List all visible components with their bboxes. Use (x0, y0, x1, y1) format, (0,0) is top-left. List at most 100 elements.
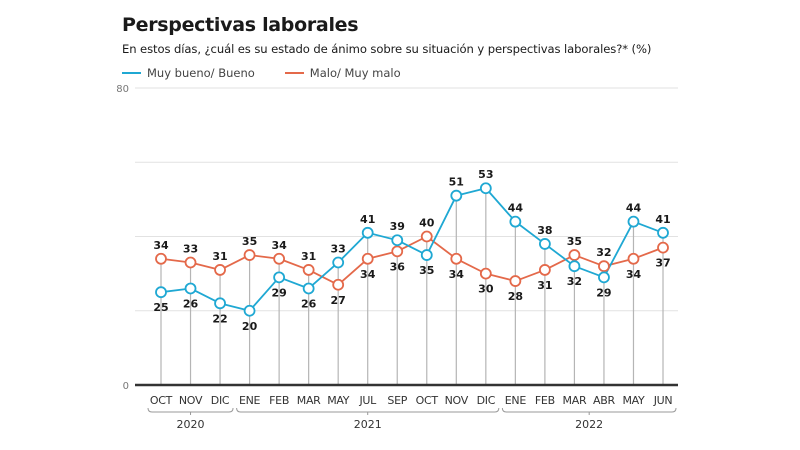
data-point-bad (184, 256, 197, 269)
data-point-bad (243, 249, 256, 261)
data-label-good: 53 (478, 168, 493, 181)
chart-subtitle: En estos días, ¿cuál es su estado de áni… (122, 42, 652, 56)
data-point-bad (598, 260, 610, 273)
legend-label-bad: Malo/ Muy malo (309, 66, 401, 80)
data-point-bad (450, 252, 463, 265)
data-point-bad (302, 264, 315, 276)
data-point-good (155, 286, 167, 299)
data-point-good (568, 260, 581, 273)
legend-swatch-bad (284, 72, 304, 74)
data-point-good (479, 182, 492, 195)
x-tick-label: DIC (211, 394, 230, 407)
data-label-good: 39 (390, 220, 405, 233)
x-tick-label: FEB (535, 394, 555, 407)
data-label-good: 51 (449, 176, 464, 189)
x-tick-label: JUL (358, 394, 377, 407)
year-label: 2021 (354, 418, 382, 431)
year-label: 2022 (575, 418, 603, 431)
x-tick-label: ABR (593, 394, 615, 407)
year-bracket (236, 407, 500, 413)
data-label-bad: 36 (390, 260, 406, 273)
data-point-bad (273, 252, 286, 265)
data-label-bad: 34 (360, 268, 376, 281)
data-point-bad (509, 275, 522, 287)
data-point-bad (538, 264, 551, 276)
data-label-bad: 34 (271, 239, 287, 252)
legend-item-bad: Malo/ Muy malo (284, 66, 401, 80)
data-point-good (627, 215, 640, 228)
x-tick-label: OCT (150, 394, 173, 407)
data-label-bad: 34 (626, 268, 642, 281)
data-label-good: 29 (596, 286, 611, 299)
data-point-good (598, 271, 610, 284)
data-label-bad: 34 (449, 268, 465, 281)
data-point-good (450, 189, 463, 202)
x-tick-label: FEB (269, 394, 289, 407)
data-label-bad: 28 (508, 290, 523, 303)
x-tick-label: MAR (297, 394, 321, 407)
data-point-good (332, 256, 345, 269)
data-label-bad: 32 (596, 246, 611, 259)
x-tick-label: MAY (327, 394, 350, 407)
x-tick-label: NOV (445, 394, 469, 407)
data-label-good: 25 (153, 301, 168, 314)
data-label-good: 26 (183, 297, 199, 310)
data-label-bad: 31 (301, 250, 316, 263)
data-label-bad: 31 (212, 250, 227, 263)
year-bracket (501, 407, 677, 413)
data-point-bad (332, 278, 345, 291)
legend: Muy bueno/ Bueno Malo/ Muy malo (122, 66, 431, 80)
data-point-bad (420, 230, 433, 243)
legend-swatch-good (122, 72, 141, 74)
data-point-bad (479, 267, 492, 280)
data-point-good (302, 282, 315, 295)
data-label-good: 38 (537, 224, 552, 237)
data-point-bad (568, 249, 581, 261)
data-point-bad (214, 264, 226, 276)
data-label-good: 20 (242, 320, 258, 333)
data-label-good: 41 (655, 213, 670, 226)
data-label-good: 33 (331, 242, 346, 255)
x-tick-label: MAR (563, 394, 587, 407)
x-tick-label: DIC (477, 394, 496, 407)
data-point-good (420, 249, 433, 261)
x-tick-label: MAY (622, 394, 645, 407)
chart-title: Perspectivas laborales (122, 14, 359, 36)
data-point-good (361, 226, 374, 239)
data-point-good (184, 282, 197, 295)
data-label-bad: 27 (331, 294, 346, 307)
data-label-bad: 31 (537, 279, 552, 292)
data-point-bad (391, 245, 404, 258)
x-tick-label: NOV (179, 394, 203, 407)
data-point-good (273, 271, 286, 284)
year-label: 2020 (177, 418, 205, 431)
data-point-good (243, 304, 256, 317)
data-label-good: 32 (567, 275, 582, 288)
data-point-bad (361, 252, 374, 265)
data-label-good: 44 (508, 202, 524, 215)
x-tick-label: ENE (239, 394, 261, 407)
data-point-good (538, 238, 551, 250)
data-point-good (509, 215, 522, 228)
legend-item-good: Muy bueno/ Bueno (122, 66, 255, 80)
data-label-good: 26 (301, 297, 317, 310)
data-label-good: 41 (360, 213, 375, 226)
year-bracket (147, 407, 234, 413)
data-point-good (657, 226, 669, 239)
data-label-good: 44 (626, 202, 642, 215)
series-line-good (160, 187, 664, 312)
data-label-good: 35 (419, 264, 434, 277)
data-point-bad (657, 241, 669, 254)
series-line-bad (160, 235, 664, 286)
data-point-bad (627, 252, 640, 265)
data-label-bad: 34 (153, 239, 169, 252)
data-label-good: 22 (212, 312, 227, 325)
data-label-bad: 33 (183, 242, 198, 255)
data-label-bad: 40 (419, 217, 435, 230)
y-tick-label: 0 (123, 381, 129, 392)
data-label-bad: 35 (567, 235, 582, 248)
x-tick-label: JUN (653, 394, 673, 407)
data-point-bad (155, 252, 167, 265)
data-point-good (391, 234, 404, 247)
